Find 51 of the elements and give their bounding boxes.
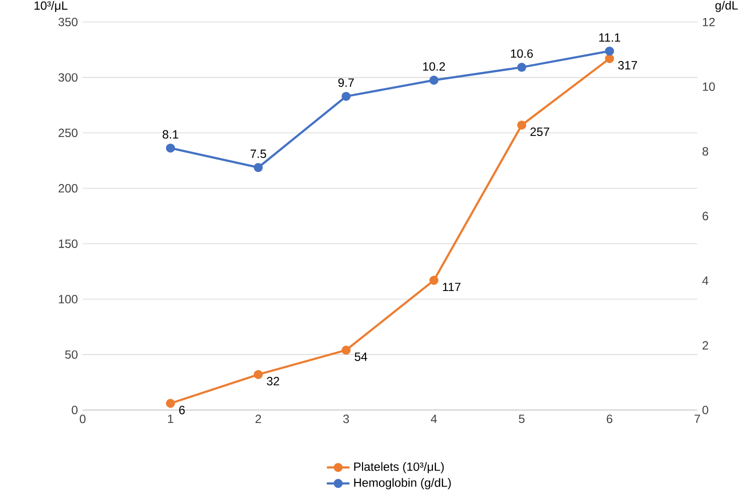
x-tick-label: 6 [606,414,612,424]
y-tick-label: 200 [58,184,78,193]
data-label: 32 [266,376,280,386]
x-tick-label: 1 [168,414,174,423]
x-tick-label: 0 [80,414,86,424]
y2-tick-label: 10 [702,82,715,91]
y-tick-label: 0 [72,406,78,414]
point [517,120,526,130]
data-label: 54 [354,352,368,361]
data-label: 117 [442,282,460,292]
data-label: 10.2 [423,62,445,71]
y-tick-label: 350 [58,18,78,26]
point [429,276,438,285]
x-tick-label: 2 [256,414,261,424]
point [517,62,526,72]
y2-tick-label: 2 [702,341,708,350]
y-tick-label: 300 [58,73,78,82]
y2-tick-label: 6 [702,212,708,220]
point [429,76,438,85]
y-tick-label: 250 [58,128,78,138]
y-tick-label: 150 [58,239,78,248]
point [254,370,263,380]
x-tick-label: 4 [430,414,437,423]
y2-axis-title: g/dL [715,0,738,12]
legend-label: Hemoglobin (g/dL) [354,478,451,490]
x-tick-label: 3 [343,414,349,424]
data-label: 11.1 [599,33,620,42]
point [254,162,263,172]
y2-tick-label: 4 [702,276,708,285]
y-tick-label: 50 [65,350,78,359]
data-label: 8.1 [162,130,178,139]
data-label: 6 [179,406,185,414]
data-label: 10.6 [510,49,533,58]
y-axis-title: 10³/μL [34,1,68,12]
y-tick-label: 100 [58,294,78,304]
point [605,46,614,56]
point [166,144,175,153]
data-label: 317 [618,60,637,70]
y2-tick-label: 8 [702,147,708,156]
data-label: 7.5 [250,150,266,158]
point [342,92,351,101]
data-label: 257 [530,128,550,136]
x-tick-label: 7 [694,414,700,423]
point [166,398,175,408]
y2-tick-label: 0 [702,406,708,414]
data-label: 9.7 [338,78,354,87]
point [342,346,351,355]
legend-label: Platelets (10³/μL) [354,462,444,474]
x-tick-label: 5 [518,414,525,424]
point [604,54,614,64]
y2-tick-label: 12 [702,18,715,26]
